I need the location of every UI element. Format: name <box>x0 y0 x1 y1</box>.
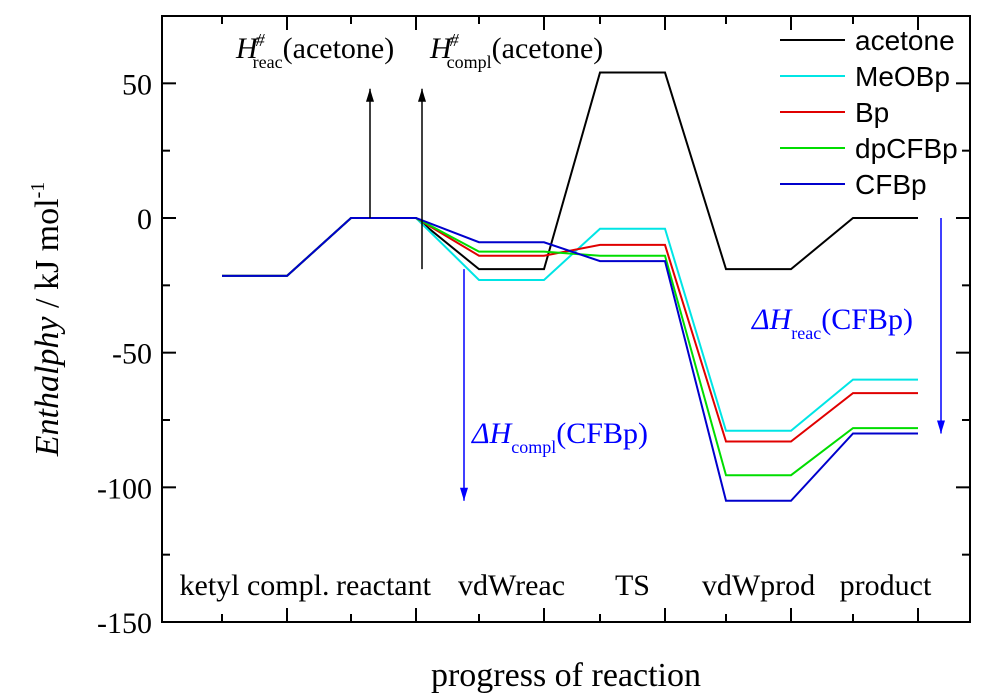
category-labels: ketyl compl. reactant vdWreac TS vdWprod prod… <box>180 569 932 602</box>
arrow-dh-compl-cfbp-head <box>460 487 468 501</box>
legend-label: Bp <box>855 97 889 128</box>
category-label: reactant <box>336 569 432 602</box>
series-line-acetone <box>222 71 918 277</box>
legend-label: acetone <box>855 25 955 56</box>
category-label: vdWprod <box>702 569 815 602</box>
arrow-h-compl-acetone-head <box>418 88 426 102</box>
annotation-h-compl-acetone: H# compl(acetone) <box>429 30 603 72</box>
y-tick-label: -150 <box>97 607 152 640</box>
plot-frame <box>161 15 971 623</box>
arrow-dh-reac-cfbp-head <box>937 420 945 434</box>
legend-label: MeOBp <box>855 61 950 92</box>
y-tick-label: 50 <box>122 68 152 101</box>
category-label: product <box>840 569 932 602</box>
y-tick-labels: 50 0 -50 -100 -150 <box>97 68 152 640</box>
annotation-h-reac-acetone: H# reac(acetone) <box>235 30 394 72</box>
annotation-dh-compl-cfbp: ΔHcompl(CFBp) <box>471 417 648 457</box>
axis-ticks <box>162 15 970 623</box>
y-tick-label: -100 <box>97 472 152 505</box>
category-label: TS <box>615 569 650 602</box>
x-axis-label: progress of reaction <box>431 657 701 694</box>
y-axis-label: Enthalphy / kJ mol-1 <box>27 182 66 458</box>
legend-label: dpCFBp <box>855 133 958 164</box>
series-lines <box>222 71 918 502</box>
annotation-dh-reac-cfbp: ΔHreac(CFBp) <box>751 303 913 343</box>
series-line-cfbp <box>222 217 918 502</box>
legend-label: CFBp <box>855 169 927 200</box>
annotations: H# reac(acetone) H# compl(acetone) ΔHcompl(C… <box>235 30 945 501</box>
y-tick-label: -50 <box>112 338 152 371</box>
arrow-h-reac-acetone-head <box>366 88 374 102</box>
legend: acetone MeOBp Bp dpCFBp CFBp <box>780 25 958 200</box>
category-label: ketyl compl. <box>180 569 330 602</box>
y-tick-label: 0 <box>137 203 152 236</box>
category-label: vdWreac <box>458 569 565 602</box>
